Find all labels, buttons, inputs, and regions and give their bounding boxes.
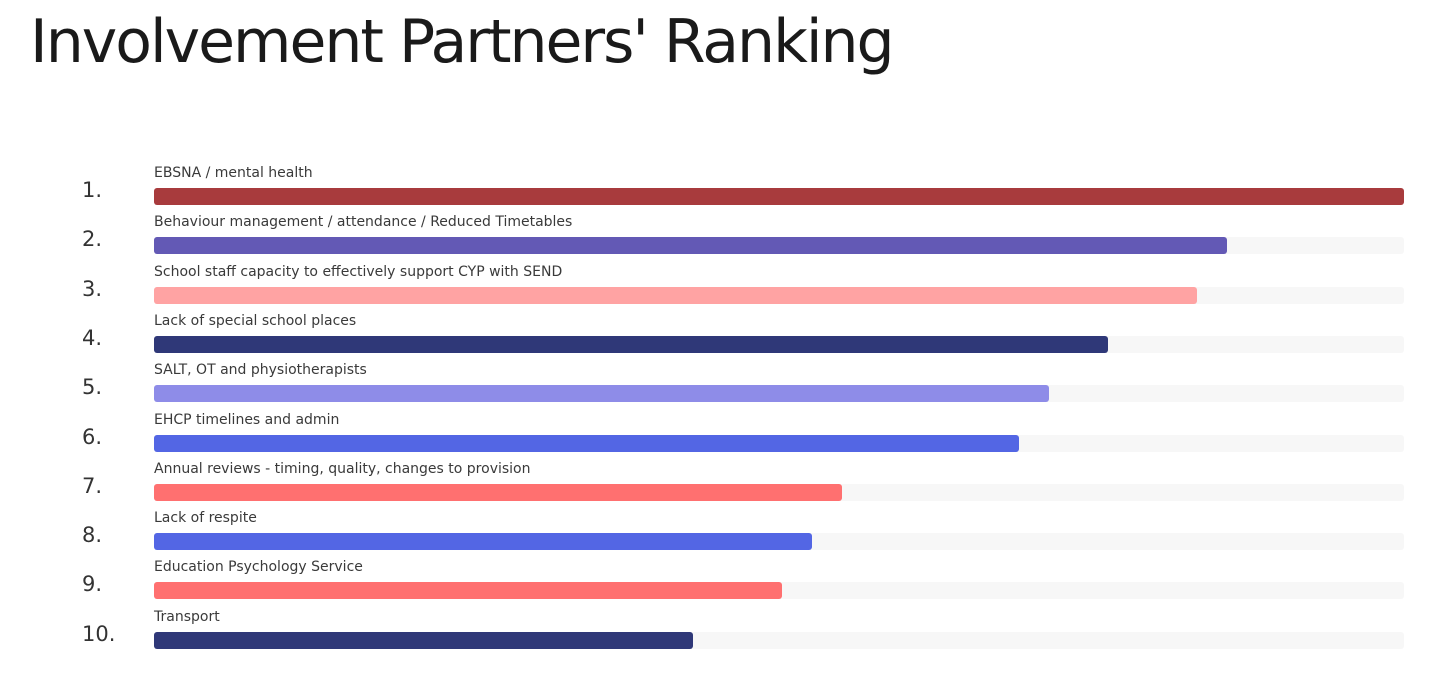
bar-track: [154, 335, 1404, 353]
bar-track: [154, 434, 1404, 452]
bar: [154, 286, 1197, 304]
bar-track: [154, 188, 1404, 205]
bar-track: [154, 385, 1404, 403]
ranking-row: 2. Behaviour management / attendance / Re…: [0, 215, 1453, 264]
bar-track: [154, 483, 1404, 501]
category-label: EHCP timelines and admin: [154, 411, 340, 428]
rank-number: 4.: [82, 325, 103, 350]
bar-track: [154, 582, 1404, 600]
rank-number: 10.: [82, 621, 116, 646]
rank-number: 8.: [82, 523, 103, 548]
ranking-row: 8. Lack of respite: [0, 511, 1453, 560]
rank-number: 7.: [82, 473, 103, 498]
bar-track: [154, 237, 1404, 255]
category-label: EBSNA / mental health: [154, 165, 313, 181]
bar: [154, 385, 1049, 403]
rank-number: 9.: [82, 572, 103, 597]
category-label: Annual reviews - timing, quality, change…: [154, 460, 531, 477]
bar: [154, 188, 1404, 205]
bar: [154, 533, 812, 551]
bar: [154, 582, 782, 600]
bar-track: [154, 631, 1404, 649]
category-label: Lack of special school places: [154, 312, 357, 329]
bar: [154, 631, 693, 649]
rank-number: 2.: [82, 227, 103, 252]
ranking-row: 10. Transport: [0, 610, 1453, 659]
bar: [154, 434, 1019, 452]
category-label: School staff capacity to effectively sup…: [154, 263, 563, 280]
ranking-row: 1. EBSNA / mental health: [0, 166, 1453, 215]
bar: [154, 237, 1227, 255]
category-label: Transport: [154, 608, 220, 625]
rank-number: 6.: [82, 424, 103, 449]
page-title: Involvement Partners' Ranking: [30, 7, 895, 77]
rank-number: 5.: [82, 375, 103, 400]
bar: [154, 483, 842, 501]
category-label: SALT, OT and physiotherapists: [154, 362, 367, 379]
bar-track: [154, 286, 1404, 304]
rank-number: 1.: [82, 178, 103, 202]
ranking-row: 3. School staff capacity to effectively s…: [0, 265, 1453, 314]
rank-number: 3.: [82, 276, 103, 301]
category-label: Behaviour management / attendance / Redu…: [154, 214, 573, 231]
bar: [154, 335, 1108, 353]
ranking-row: 7. Annual reviews - timing, quality, chan…: [0, 462, 1453, 511]
ranking-row: 6. EHCP timelines and admin: [0, 413, 1453, 462]
category-label: Education Psychology Service: [154, 559, 363, 576]
ranking-row: 5. SALT, OT and physiotherapists: [0, 363, 1453, 412]
ranking-row: 9. Education Psychology Service: [0, 560, 1453, 609]
bar-track: [154, 533, 1404, 551]
ranking-row: 4. Lack of special school places: [0, 314, 1453, 363]
category-label: Lack of respite: [154, 510, 257, 527]
